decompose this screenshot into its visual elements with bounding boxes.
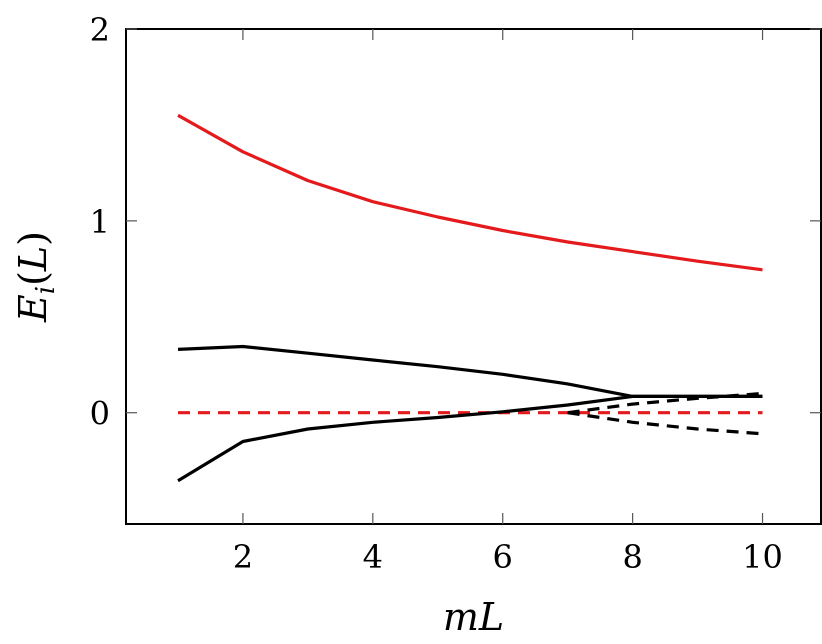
plot-frame [125,28,822,525]
series-line-6 [567,411,763,436]
series-line-5 [567,391,763,415]
series-layer [177,113,763,483]
series-line-3 [177,344,763,398]
series-line-4 [177,394,763,483]
ticks-layer: 2 4 6 8 10 0 1 2 [90,11,821,576]
y-tick-label: 0 [90,395,110,433]
y-label-main: E [11,294,55,323]
plot-area: 2 4 6 8 10 0 1 2 [90,11,822,576]
x-tick-label: 2 [233,538,253,576]
y-label-subscript: i [31,286,61,294]
x-tick-label: 4 [363,538,383,576]
y-tick-label: 1 [90,203,110,241]
series-line-1 [177,113,763,272]
x-axis-label: mL [443,595,504,639]
x-tick-label: 8 [622,538,642,576]
y-tick-label: 2 [90,11,110,49]
y-label-close-paren: ) [11,231,55,246]
y-label-argument: L [11,246,55,272]
x-tick-label: 6 [493,538,513,576]
y-label-open-paren: ( [11,271,55,286]
y-axis-label: Ei(L) [11,231,61,323]
x-tick-label: 10 [742,538,783,576]
